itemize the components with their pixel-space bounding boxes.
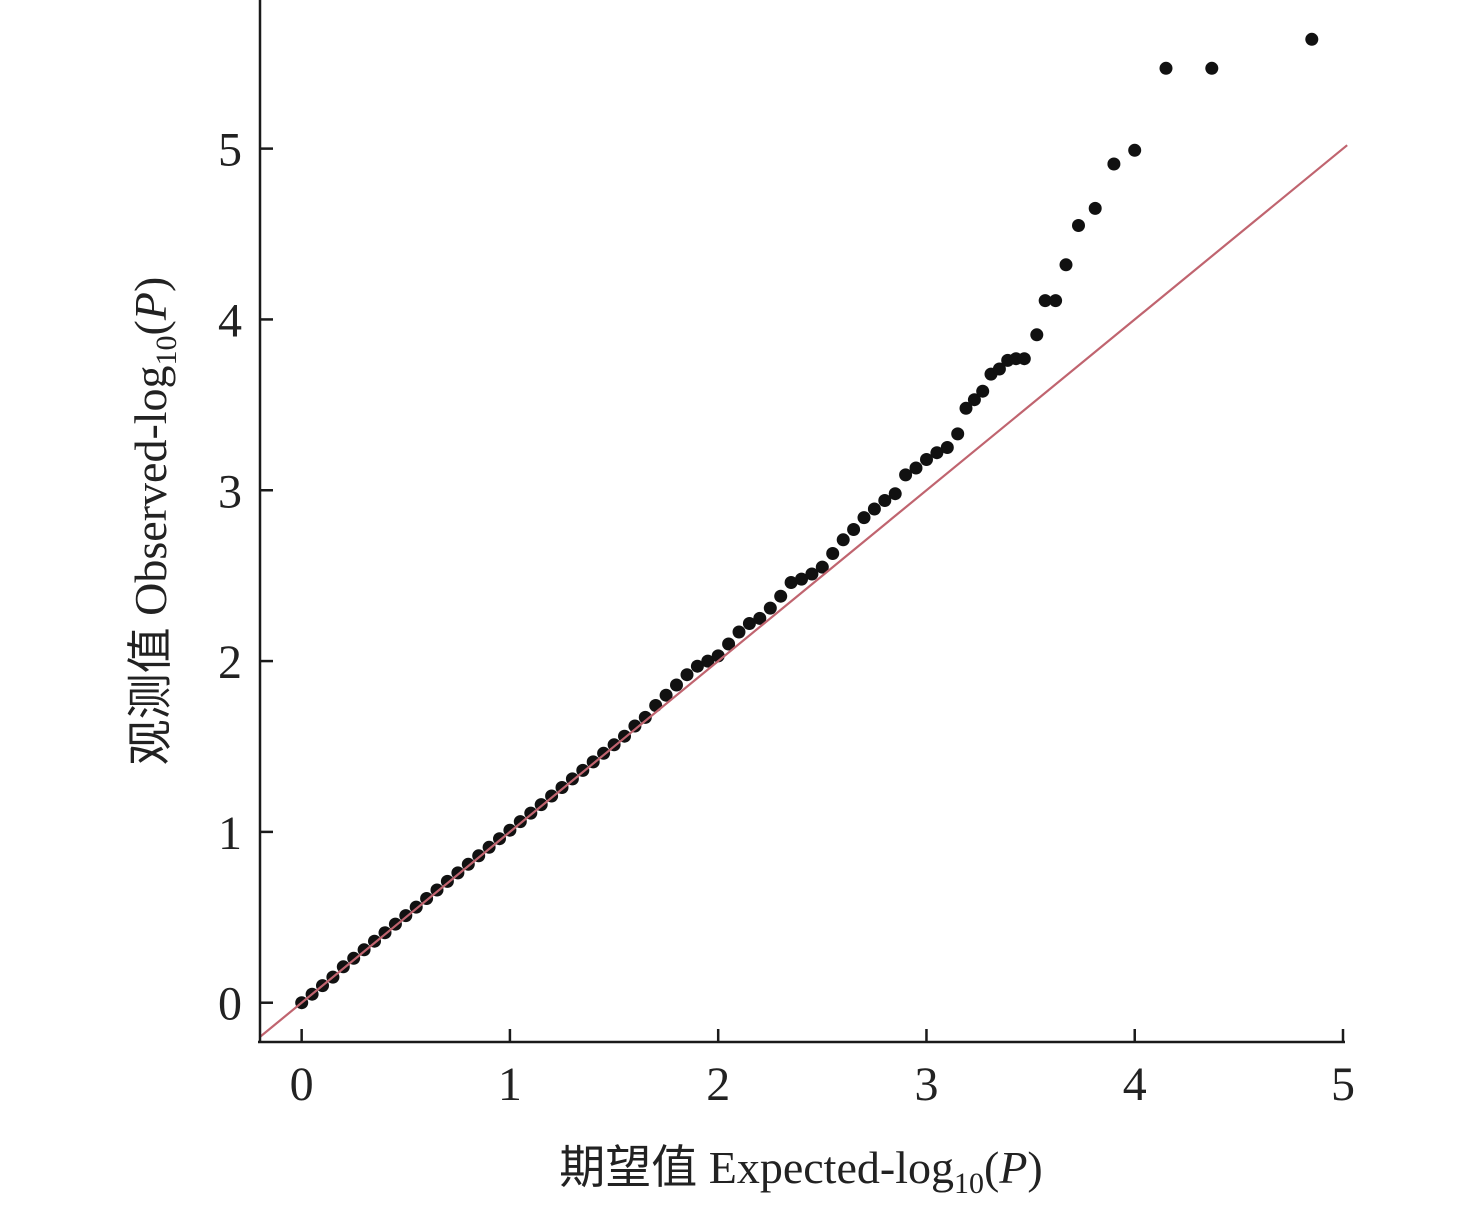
data-point — [967, 393, 981, 407]
data-point — [1049, 294, 1063, 308]
x-tick-label: 5 — [1331, 1058, 1355, 1111]
data-point — [888, 487, 902, 501]
x-tick-label: 4 — [1123, 1058, 1147, 1111]
x-tick-label: 3 — [914, 1058, 938, 1111]
data-point — [1030, 328, 1044, 342]
data-point — [742, 617, 756, 630]
data-point — [659, 688, 673, 702]
data-point — [847, 523, 861, 536]
data-point — [795, 572, 808, 586]
data-point — [1072, 219, 1085, 232]
y-tick-label: 4 — [218, 294, 242, 347]
data-point — [815, 560, 829, 574]
data-point — [1305, 32, 1319, 46]
y-axis-ticks: 0 1 2 3 4 5 — [218, 124, 273, 1031]
data-point — [784, 576, 798, 589]
data-point — [701, 654, 715, 668]
data-point — [867, 502, 881, 516]
data-point — [1038, 294, 1052, 308]
x-axis-label: 期望值 Expected-log10(P) — [559, 1142, 1043, 1200]
data-point — [899, 468, 913, 482]
reference-line — [259, 144, 1348, 1038]
data-point — [1128, 143, 1142, 157]
data-point — [753, 611, 767, 625]
y-tick-label: 2 — [218, 636, 242, 689]
data-point — [732, 625, 746, 639]
data-point — [690, 659, 704, 673]
data-point — [763, 601, 777, 615]
data-point — [826, 547, 840, 560]
data-point — [649, 699, 663, 712]
y-tick-label: 0 — [218, 978, 242, 1031]
y-axis-label: 观测值 Observed-log10(P) — [125, 277, 183, 766]
data-point — [1017, 352, 1031, 366]
data-point — [909, 461, 923, 475]
data-point — [670, 678, 683, 692]
data-point — [1205, 61, 1219, 75]
y-tick-label: 5 — [218, 124, 242, 177]
data-point — [940, 441, 954, 454]
x-tick-label: 0 — [290, 1058, 314, 1111]
data-point — [959, 401, 973, 415]
data-point — [836, 533, 850, 547]
data-point — [774, 589, 788, 603]
data-points — [295, 32, 1319, 1010]
data-point — [638, 710, 652, 724]
data-point — [857, 511, 871, 525]
data-point — [930, 446, 944, 460]
data-point — [1088, 201, 1102, 215]
y-tick-label: 1 — [218, 807, 242, 860]
y-tick-label: 3 — [218, 465, 242, 518]
data-point — [1107, 157, 1121, 171]
data-point — [680, 668, 694, 682]
x-tick-label: 2 — [706, 1058, 730, 1111]
data-point — [976, 384, 990, 398]
data-point — [1159, 61, 1173, 75]
data-point — [628, 719, 642, 733]
data-point — [992, 362, 1006, 376]
x-tick-label: 1 — [498, 1058, 522, 1111]
data-point — [1059, 258, 1073, 272]
data-point — [951, 427, 965, 441]
data-point — [878, 494, 892, 507]
x-axis-ticks: 0 1 2 3 4 5 — [290, 1029, 1355, 1111]
data-point — [920, 453, 933, 466]
data-point — [805, 567, 819, 581]
data-point — [722, 637, 736, 651]
